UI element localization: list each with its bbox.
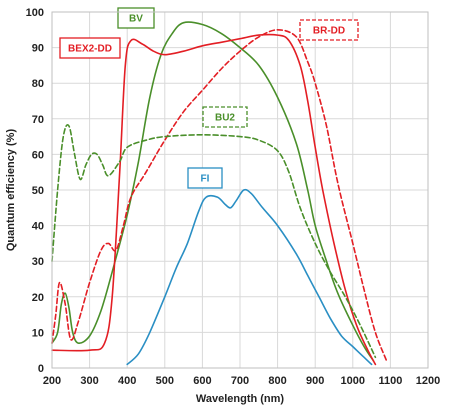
y-tick-label: 70 [32,114,44,126]
y-tick-label: 10 [32,327,44,339]
plot-frame [51,11,429,369]
x-tick-label: 900 [306,375,324,387]
y-tick-label: 50 [32,185,44,197]
label-bu2: BU2 [202,106,248,128]
label-text-bex2dd: BEX2-DD [68,44,112,55]
y-tick-label: 20 [32,292,44,304]
label-bv: BV [117,7,155,29]
y-tick-label: 60 [32,149,44,161]
series-lines [51,21,388,366]
x-tick-label: 600 [193,375,211,387]
series-line-bv [51,21,375,362]
x-tick-label: 400 [118,375,136,387]
x-tick-label: 1200 [416,375,440,387]
x-tick-label: 200 [43,375,61,387]
x-tick-label: 1100 [378,375,402,387]
x-tick-label: 500 [156,375,174,387]
label-brdd: BR-DD [299,19,359,41]
y-tick-label: 80 [32,78,44,90]
x-tick-label: 800 [268,375,286,387]
y-tick-label: 30 [32,256,44,268]
x-tick-label: 300 [80,375,98,387]
label-text-fi: FI [201,174,210,185]
label-text-brdd: BR-DD [313,26,345,37]
y-tick-label: 90 [32,43,44,55]
y-axis-title: Quantum efficiency (%) [5,129,17,252]
series-line-fi [126,188,373,366]
y-tick-label: 0 [38,363,44,375]
label-bex2dd: BEX2-DD [59,37,121,59]
tick-labels: 200 300 400 500 600 700 800 900 1000 1100 1200 0 10 2… [26,7,441,387]
series-line-bex2-dd [51,33,377,366]
x-tick-label: 700 [231,375,249,387]
series-line-br-dd [51,29,388,362]
series-labels: BV BEX2-DD BR-DD BU2 FI [59,7,359,189]
y-tick-label: 40 [32,221,44,233]
series-line-bu2 [51,124,377,359]
x-axis-title: Wavelength (nm) [196,393,285,405]
label-text-bu2: BU2 [215,113,235,124]
y-tick-label: 100 [26,7,44,19]
x-tick-label: 1000 [341,375,365,387]
grid [51,11,429,369]
label-fi: FI [187,167,223,189]
label-text-bv: BV [129,14,143,25]
